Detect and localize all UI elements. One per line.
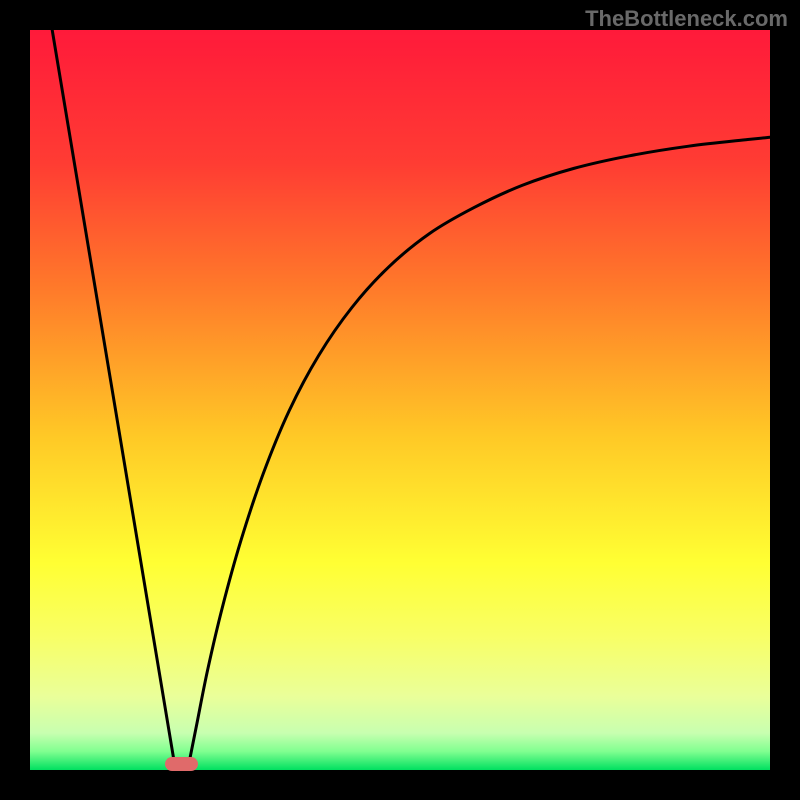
curve-path <box>52 30 174 763</box>
chart-container: TheBottleneck.com <box>0 0 800 800</box>
curve-path <box>189 137 770 762</box>
plot-area <box>30 30 770 770</box>
watermark-text: TheBottleneck.com <box>585 6 788 32</box>
min-marker <box>165 757 198 770</box>
curve-layer <box>30 30 770 770</box>
